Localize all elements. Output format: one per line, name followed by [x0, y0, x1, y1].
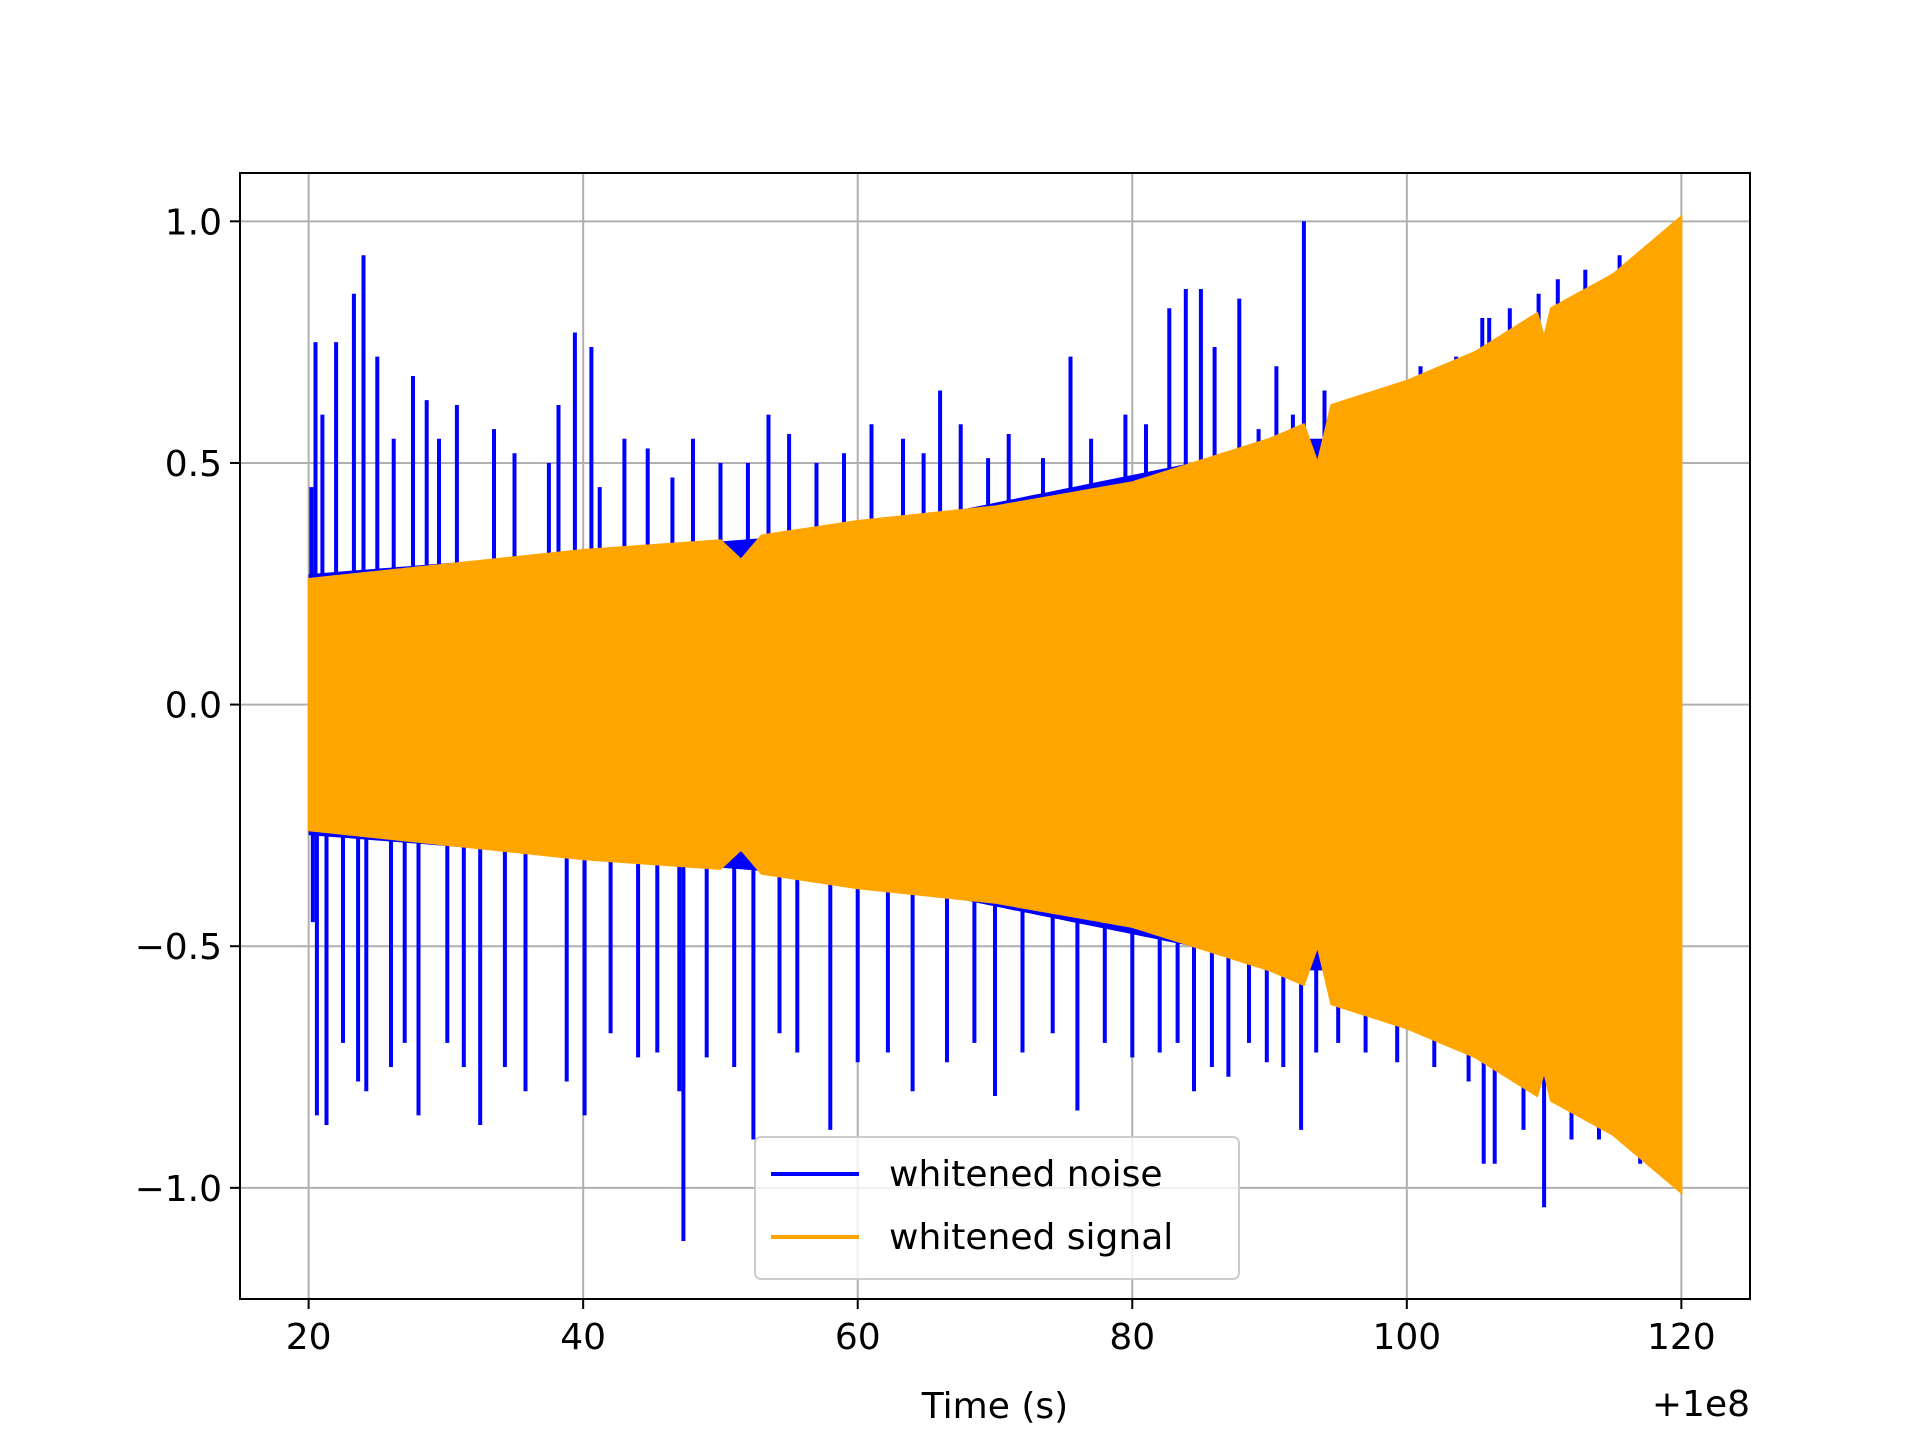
x-tick-label: 120: [1647, 1317, 1716, 1358]
x-tick-label: 40: [560, 1317, 606, 1358]
y-tick-label: −0.5: [135, 927, 222, 968]
x-tick-label: 80: [1109, 1317, 1155, 1358]
plot-frame: [239, 172, 1751, 1300]
signal-band: [307, 214, 1683, 1195]
x-tick-label: 60: [835, 1317, 881, 1358]
legend-box: [754, 1136, 1240, 1280]
legend-label-whitened-signal: whitened signal: [889, 1217, 1173, 1258]
legend: whitened noise whitened signal: [754, 1136, 1240, 1280]
series-group: [307, 214, 1683, 1241]
x-tick-label: 20: [286, 1317, 332, 1358]
ticks: 20 40 60 80 100 120 1.0 0.5 0.0 −0.5 −1.0: [135, 202, 1716, 1358]
x-axis-label: Time (s): [921, 1386, 1068, 1427]
x-offset-label: +1e8: [1652, 1384, 1750, 1425]
y-tick-label: −1.0: [135, 1169, 222, 1210]
y-tick-label: 0.5: [165, 444, 222, 485]
y-tick-label: 1.0: [165, 202, 222, 243]
legend-label-whitened-noise: whitened noise: [889, 1154, 1163, 1195]
x-tick-label: 100: [1372, 1317, 1441, 1358]
y-tick-label: 0.0: [165, 686, 222, 727]
